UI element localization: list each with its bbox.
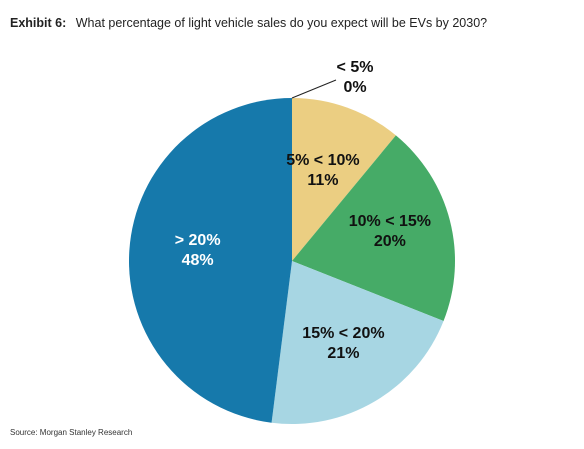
slice-label-5: < 5% 0% [337,59,374,96]
leader-line-5 [291,79,337,99]
slice-labels: < 5% 0% 5% < 10% 11% 10% < 15% 20% 15% < 20% 21… [175,59,431,362]
slice-category-15-20: 15% < 20% [302,325,384,342]
slice-label-20: > 20% 48% [175,232,221,269]
pie-slice-20 [129,98,292,423]
slice-value-5: 0% [343,79,366,96]
slice-value-5-10: 11% [307,172,338,189]
exhibit-label: Exhibit 6: [10,16,67,30]
source-note: Source: Morgan Stanley Research [10,428,133,437]
slice-label-5-10: 5% < 10% 11% [286,152,359,189]
survey-question: What percentage of light vehicle sales d… [75,16,488,30]
slice-category-20: > 20% [175,232,221,249]
slice-value-10-15: 20% [374,233,406,250]
pie-slices [129,98,455,424]
slice-value-20: 48% [182,252,214,269]
pie-slice-5-10 [292,98,396,261]
slice-label-10-15: 10% < 15% 20% [349,213,431,250]
pie-slice-15-20 [271,261,444,424]
slice-value-15-20: 21% [327,345,359,362]
slice-category-10-15: 10% < 15% [349,213,431,230]
slice-category-5: < 5% [337,59,374,76]
pie-slice-10-15 [292,135,455,322]
slice-label-15-20: 15% < 20% 21% [302,325,384,362]
slice-category-5-10: 5% < 10% [286,152,359,169]
chart-title: Exhibit 6: What percentage of light vehi… [10,16,574,30]
leader-lines [291,79,337,99]
